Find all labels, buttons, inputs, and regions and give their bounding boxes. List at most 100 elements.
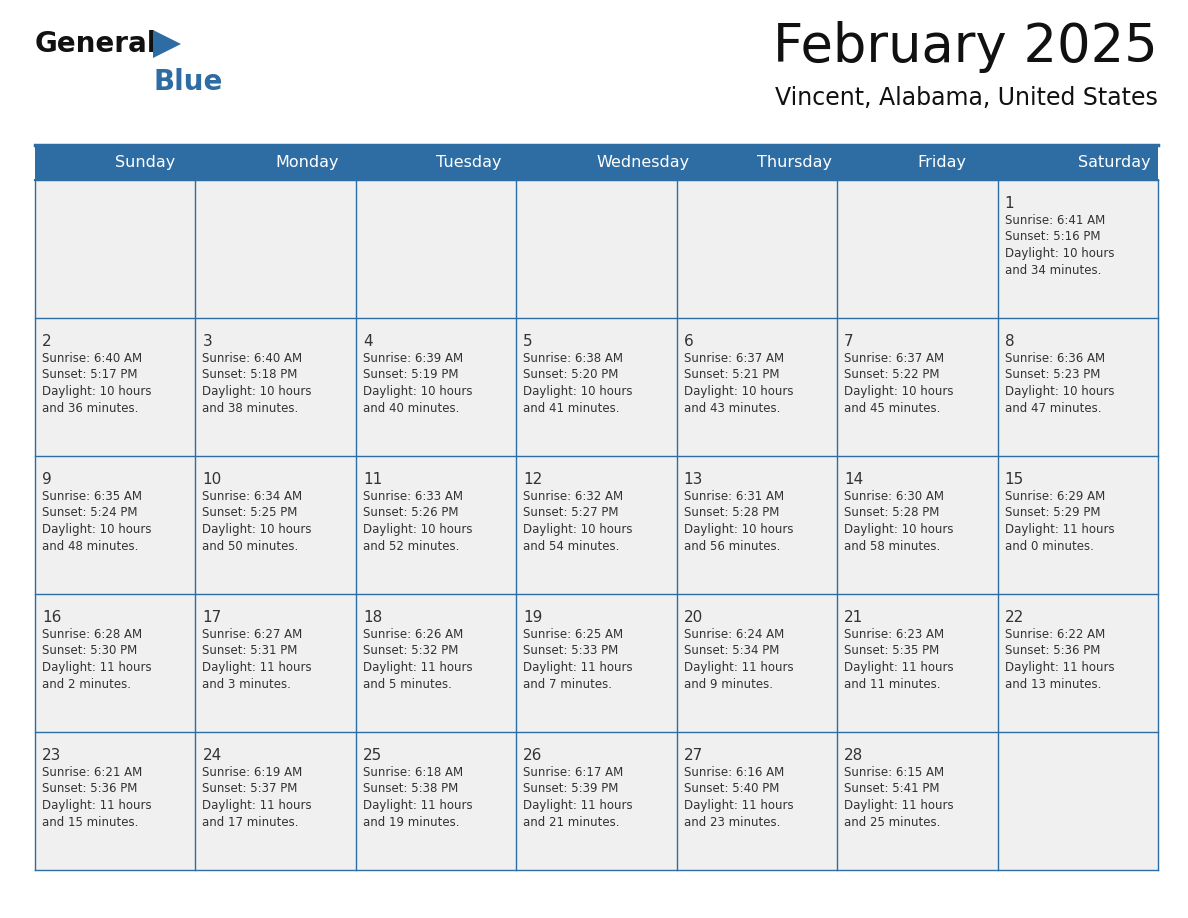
Text: Sunrise: 6:40 AM: Sunrise: 6:40 AM: [202, 352, 303, 365]
Bar: [838, 318, 998, 456]
Text: 20: 20: [684, 610, 703, 625]
Text: General: General: [34, 30, 157, 58]
Text: and 25 minutes.: and 25 minutes.: [845, 815, 941, 829]
Text: Daylight: 10 hours: Daylight: 10 hours: [202, 385, 312, 398]
Text: Daylight: 11 hours: Daylight: 11 hours: [362, 661, 473, 674]
Text: and 0 minutes.: and 0 minutes.: [1005, 540, 1093, 553]
Text: and 15 minutes.: and 15 minutes.: [42, 815, 138, 829]
Text: 21: 21: [845, 610, 864, 625]
Text: Sunset: 5:31 PM: Sunset: 5:31 PM: [202, 644, 298, 657]
Text: 4: 4: [362, 334, 373, 349]
Text: and 50 minutes.: and 50 minutes.: [202, 540, 298, 553]
Text: Daylight: 11 hours: Daylight: 11 hours: [42, 799, 152, 812]
Bar: [356, 732, 517, 870]
Text: Sunrise: 6:34 AM: Sunrise: 6:34 AM: [202, 490, 303, 503]
Bar: [677, 180, 838, 318]
Bar: [196, 180, 356, 318]
Text: Sunrise: 6:28 AM: Sunrise: 6:28 AM: [42, 628, 143, 641]
Text: and 38 minutes.: and 38 minutes.: [202, 401, 298, 415]
Text: and 43 minutes.: and 43 minutes.: [684, 401, 781, 415]
Text: Sunrise: 6:17 AM: Sunrise: 6:17 AM: [523, 766, 624, 779]
Text: and 7 minutes.: and 7 minutes.: [523, 677, 612, 690]
Text: Sunrise: 6:26 AM: Sunrise: 6:26 AM: [362, 628, 463, 641]
Text: Sunset: 5:29 PM: Sunset: 5:29 PM: [1005, 507, 1100, 520]
Text: Daylight: 11 hours: Daylight: 11 hours: [1005, 661, 1114, 674]
Bar: [356, 180, 517, 318]
Text: and 2 minutes.: and 2 minutes.: [42, 677, 131, 690]
Text: Sunset: 5:39 PM: Sunset: 5:39 PM: [523, 782, 619, 796]
Bar: [196, 594, 356, 732]
Text: 12: 12: [523, 472, 543, 487]
Bar: [677, 456, 838, 594]
Text: Sunrise: 6:15 AM: Sunrise: 6:15 AM: [845, 766, 944, 779]
Text: Sunrise: 6:37 AM: Sunrise: 6:37 AM: [684, 352, 784, 365]
Text: Sunset: 5:37 PM: Sunset: 5:37 PM: [202, 782, 298, 796]
Text: Daylight: 11 hours: Daylight: 11 hours: [202, 799, 312, 812]
Bar: [356, 456, 517, 594]
Text: 24: 24: [202, 748, 222, 763]
Text: and 58 minutes.: and 58 minutes.: [845, 540, 941, 553]
Text: and 13 minutes.: and 13 minutes.: [1005, 677, 1101, 690]
Text: Thursday: Thursday: [757, 155, 832, 170]
Text: Sunset: 5:17 PM: Sunset: 5:17 PM: [42, 368, 138, 382]
Bar: [677, 732, 838, 870]
Text: 19: 19: [523, 610, 543, 625]
Text: 9: 9: [42, 472, 52, 487]
Text: Sunset: 5:21 PM: Sunset: 5:21 PM: [684, 368, 779, 382]
Text: Sunset: 5:28 PM: Sunset: 5:28 PM: [845, 507, 940, 520]
Text: and 9 minutes.: and 9 minutes.: [684, 677, 772, 690]
Text: Daylight: 10 hours: Daylight: 10 hours: [845, 385, 954, 398]
Text: Sunrise: 6:23 AM: Sunrise: 6:23 AM: [845, 628, 944, 641]
Text: Daylight: 10 hours: Daylight: 10 hours: [684, 385, 794, 398]
Text: 10: 10: [202, 472, 222, 487]
Text: and 5 minutes.: and 5 minutes.: [362, 677, 451, 690]
Bar: [838, 732, 998, 870]
Text: Sunset: 5:20 PM: Sunset: 5:20 PM: [523, 368, 619, 382]
Text: Wednesday: Wednesday: [596, 155, 689, 170]
Text: Sunrise: 6:41 AM: Sunrise: 6:41 AM: [1005, 214, 1105, 227]
Text: 25: 25: [362, 748, 383, 763]
Text: Daylight: 11 hours: Daylight: 11 hours: [845, 661, 954, 674]
Text: Sunset: 5:38 PM: Sunset: 5:38 PM: [362, 782, 459, 796]
Text: and 48 minutes.: and 48 minutes.: [42, 540, 138, 553]
Text: Sunset: 5:35 PM: Sunset: 5:35 PM: [845, 644, 940, 657]
Text: Sunset: 5:19 PM: Sunset: 5:19 PM: [362, 368, 459, 382]
Text: Sunset: 5:28 PM: Sunset: 5:28 PM: [684, 507, 779, 520]
Text: Sunrise: 6:32 AM: Sunrise: 6:32 AM: [523, 490, 624, 503]
Text: Sunset: 5:25 PM: Sunset: 5:25 PM: [202, 507, 298, 520]
Text: Daylight: 11 hours: Daylight: 11 hours: [362, 799, 473, 812]
Text: Sunrise: 6:39 AM: Sunrise: 6:39 AM: [362, 352, 463, 365]
Text: Monday: Monday: [276, 155, 339, 170]
Text: 23: 23: [42, 748, 62, 763]
Bar: [998, 732, 1158, 870]
Text: Sunset: 5:18 PM: Sunset: 5:18 PM: [202, 368, 298, 382]
Text: Daylight: 10 hours: Daylight: 10 hours: [42, 385, 152, 398]
Text: 1: 1: [1005, 196, 1015, 211]
Text: Sunset: 5:22 PM: Sunset: 5:22 PM: [845, 368, 940, 382]
Text: Sunrise: 6:29 AM: Sunrise: 6:29 AM: [1005, 490, 1105, 503]
Text: Sunrise: 6:37 AM: Sunrise: 6:37 AM: [845, 352, 944, 365]
Text: Sunrise: 6:21 AM: Sunrise: 6:21 AM: [42, 766, 143, 779]
Bar: [356, 594, 517, 732]
Bar: [34, 594, 196, 732]
Text: 16: 16: [42, 610, 62, 625]
Bar: [196, 456, 356, 594]
Text: Daylight: 11 hours: Daylight: 11 hours: [684, 661, 794, 674]
Text: Sunrise: 6:33 AM: Sunrise: 6:33 AM: [362, 490, 463, 503]
Bar: [34, 318, 196, 456]
Text: 15: 15: [1005, 472, 1024, 487]
Bar: [677, 594, 838, 732]
Text: Sunset: 5:23 PM: Sunset: 5:23 PM: [1005, 368, 1100, 382]
Text: Sunset: 5:32 PM: Sunset: 5:32 PM: [362, 644, 459, 657]
Text: Sunrise: 6:36 AM: Sunrise: 6:36 AM: [1005, 352, 1105, 365]
Text: and 41 minutes.: and 41 minutes.: [523, 401, 620, 415]
Text: Daylight: 10 hours: Daylight: 10 hours: [523, 523, 633, 536]
Text: Sunrise: 6:25 AM: Sunrise: 6:25 AM: [523, 628, 624, 641]
Text: Sunset: 5:36 PM: Sunset: 5:36 PM: [1005, 644, 1100, 657]
Text: and 17 minutes.: and 17 minutes.: [202, 815, 299, 829]
Bar: [998, 318, 1158, 456]
Text: Daylight: 10 hours: Daylight: 10 hours: [42, 523, 152, 536]
Text: and 19 minutes.: and 19 minutes.: [362, 815, 460, 829]
Text: Sunset: 5:27 PM: Sunset: 5:27 PM: [523, 507, 619, 520]
Text: Sunrise: 6:22 AM: Sunrise: 6:22 AM: [1005, 628, 1105, 641]
